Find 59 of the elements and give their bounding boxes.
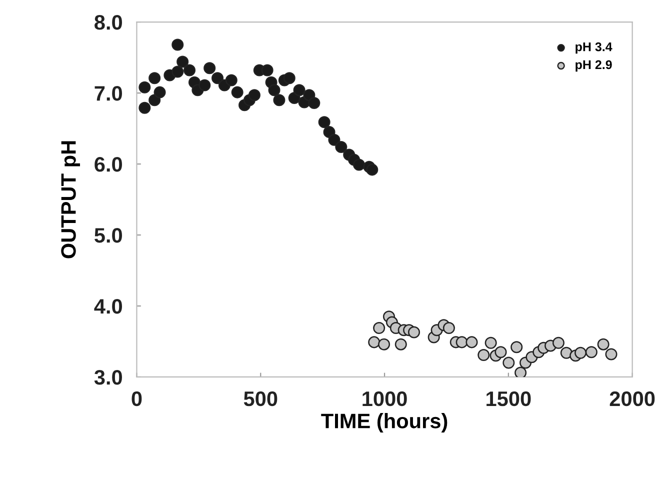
point	[466, 336, 478, 348]
point	[456, 336, 468, 348]
point	[484, 336, 497, 349]
x-axis-title: TIME (hours)	[321, 413, 448, 432]
point	[442, 322, 455, 334]
point	[353, 158, 366, 171]
point	[502, 356, 515, 369]
point	[225, 74, 238, 86]
point	[154, 86, 166, 98]
point	[368, 336, 380, 348]
point	[494, 346, 507, 358]
point	[268, 84, 280, 96]
point	[204, 62, 216, 74]
legend-label: pH 2.9	[576, 60, 612, 72]
point	[138, 81, 151, 94]
legend-label: pH 3.4	[576, 42, 612, 54]
x-tick-label: 1000	[362, 391, 407, 406]
point	[335, 140, 348, 153]
point	[478, 348, 490, 361]
point	[184, 64, 196, 76]
y-tick-label: 7.0	[94, 86, 122, 101]
point	[366, 164, 378, 176]
y-tick-label: 4.0	[94, 298, 122, 314]
point	[273, 94, 286, 106]
y-tick-label: 5.0	[94, 228, 122, 243]
point	[328, 134, 340, 146]
point	[172, 66, 184, 78]
point	[248, 89, 260, 102]
x-tick-label: 0	[132, 391, 142, 406]
y-tick-label: 8.0	[94, 15, 122, 30]
point	[585, 346, 598, 358]
point	[510, 341, 523, 354]
point	[176, 56, 189, 68]
point	[198, 79, 211, 92]
x-tick-label: 500	[244, 391, 278, 406]
point	[378, 338, 390, 350]
point	[138, 102, 151, 114]
point	[283, 72, 296, 84]
point	[373, 322, 386, 334]
point	[408, 326, 420, 338]
point	[172, 38, 184, 51]
point	[605, 348, 618, 360]
y-tick-label: 6.0	[94, 157, 122, 172]
point	[261, 64, 274, 76]
point	[514, 366, 527, 377]
x-tick-label: 1500	[486, 391, 531, 406]
point	[231, 86, 244, 98]
x-tick-label: 2000	[610, 391, 655, 406]
point	[574, 346, 587, 359]
point	[552, 336, 564, 349]
point	[308, 96, 320, 109]
y-tick-label: 3.0	[94, 370, 122, 385]
point	[148, 72, 161, 84]
point	[597, 338, 610, 350]
point	[293, 84, 306, 96]
point	[212, 72, 224, 84]
point	[394, 338, 407, 350]
point	[318, 116, 330, 128]
y-axis-title: OUTPUT pH	[61, 141, 80, 258]
